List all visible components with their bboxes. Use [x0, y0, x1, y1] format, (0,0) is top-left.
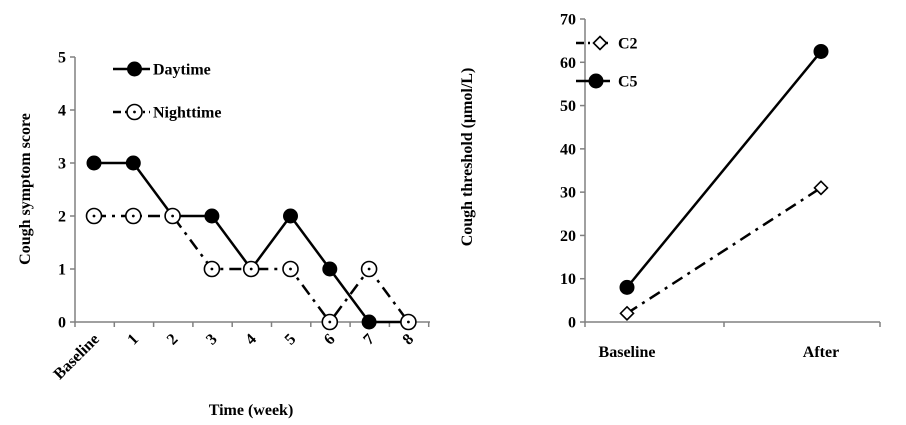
legend-marker-c5	[588, 73, 604, 89]
data-point-daytime	[125, 155, 141, 171]
data-point-c2	[813, 180, 829, 196]
x-tick-label: 8	[400, 331, 418, 349]
y-tick-label: 5	[58, 50, 66, 67]
y-tick-label: 30	[560, 185, 576, 202]
legend-label-c2: C2	[618, 36, 638, 53]
data-point-nighttime-center	[210, 267, 214, 271]
y-tick-label: 2	[58, 209, 66, 226]
legend-marker-c2	[592, 35, 608, 51]
x-tick-label: Baseline	[51, 331, 103, 383]
data-point-daytime	[361, 314, 377, 330]
chart-panel-1: 0 1 2 3 4 5 Baseline 1 2 3 4 5 6 7 8 Time (week) Cough s…	[17, 50, 430, 419]
y-tick-label: 4	[58, 103, 66, 120]
data-point-daytime	[204, 208, 220, 224]
y-tick-label: 40	[560, 141, 576, 158]
data-point-daytime	[86, 155, 102, 171]
series-line-nighttime	[94, 214, 410, 325]
data-point-nighttime-center	[328, 320, 332, 324]
legend-marker-daytime	[127, 61, 142, 77]
x-tick-label: After	[803, 344, 839, 361]
legend-label-c5: C5	[618, 74, 638, 91]
data-point-daytime	[322, 261, 338, 277]
x-tick-label: Baseline	[599, 344, 656, 361]
y-tick-label: 0	[58, 315, 66, 332]
y-axis-title: Cough threshold (μmol/L)	[459, 68, 476, 247]
y-tick-label: 10	[560, 271, 576, 288]
y-tick-label: 0	[568, 315, 576, 332]
series-line-c2	[626, 186, 822, 315]
data-point-daytime	[283, 208, 298, 224]
x-tick-label: 6	[321, 331, 339, 349]
x-tick-label: 7	[360, 331, 378, 349]
x-tick-label: 2	[164, 331, 182, 349]
data-point-nighttime-center	[171, 214, 175, 218]
data-point-c2	[619, 305, 635, 321]
x-tick-label: 3	[203, 331, 221, 349]
data-point-c5	[619, 279, 635, 295]
data-point-nighttime-center	[289, 267, 292, 271]
legend-label-nighttime: Nighttime	[153, 105, 221, 122]
series-line-c5	[626, 50, 822, 289]
y-tick-label: 3	[58, 156, 66, 173]
y-tick-label: 70	[560, 12, 576, 29]
data-point-c5	[813, 43, 829, 59]
y-tick-label: 50	[560, 98, 576, 115]
data-point-nighttime-center	[92, 214, 96, 218]
x-tick-label: 1	[124, 331, 142, 349]
x-axis-title: Time (week)	[209, 402, 294, 419]
x-tick-label: 5	[282, 331, 300, 349]
y-tick-label: 20	[560, 228, 576, 245]
data-point-nighttime-center	[367, 267, 371, 271]
y-tick-label: 60	[560, 55, 576, 72]
series-line-daytime	[94, 161, 409, 324]
legend-label-daytime: Daytime	[153, 62, 211, 79]
data-point-nighttime-center	[407, 320, 410, 324]
chart-panel-2: 0 10 20 30 40 50 60 70 Baseline After Cough thresh…	[459, 12, 881, 361]
data-point-nighttime-center	[131, 214, 135, 218]
x-tick-label: 4	[242, 331, 260, 349]
y-tick-label: 1	[58, 262, 66, 279]
legend-marker-nighttime-center	[133, 110, 136, 114]
data-point-nighttime-center	[249, 267, 253, 271]
y-axis-title: Cough symptom score	[17, 113, 34, 265]
